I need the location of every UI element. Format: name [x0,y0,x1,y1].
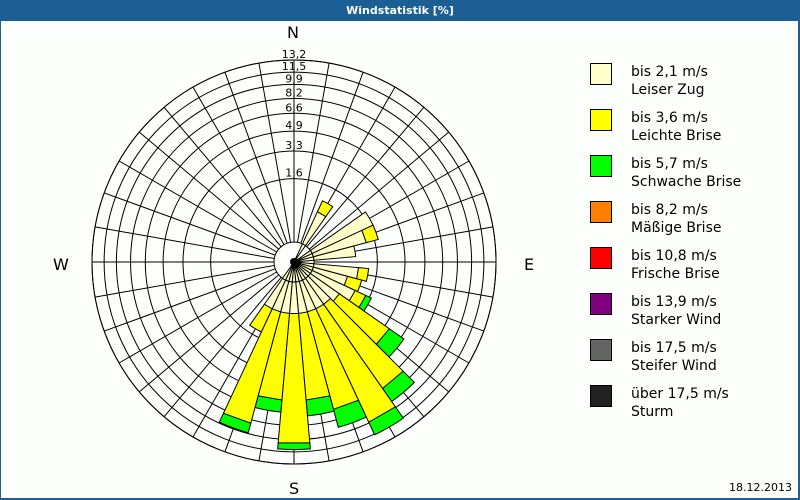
wind-wedge [281,261,295,281]
north-label: N [287,23,299,42]
legend-swatch [590,293,612,315]
legend-range: bis 5,7 m/s [631,156,708,172]
legend-range: über 17,5 m/s [631,386,729,402]
legend-swatch [590,385,612,407]
wind-wedge [293,243,307,263]
wind-wedge [332,399,367,428]
wind-wedge [249,303,273,333]
grid-spoke [258,62,292,243]
grid-spoke [163,276,282,418]
legend-name: Frische Brise [631,266,720,282]
ring-label: 4,9 [285,119,303,132]
window-title: Windstatistik [%] [0,0,800,21]
grid-spoke [118,160,277,253]
legend-range: bis 3,6 m/s [631,110,708,126]
wind-rose-chart: 1,6 3,3 4,9 6,68,2 9,911,513,2 [91,48,497,465]
grid-spoke [138,131,280,250]
legend-name: Sturm [631,404,674,420]
ring-label: 1,6 [285,167,303,180]
wind-wedge [277,442,311,451]
legend-swatch [590,109,612,131]
legend-swatch [590,339,612,361]
chart-panel: 1,6 3,3 4,9 6,6 8,2 9,9 11,5 13,2 N E S W bis 2… [1,21,798,498]
legend-name: Starker Wind [631,312,722,328]
grid-spoke [306,106,425,248]
ring-label: 9,9 [285,72,303,85]
wind-wedge [218,412,252,434]
legend-name: Schwache Brise [631,174,742,190]
ring-label: 11,5 [282,60,307,73]
wind-wedge [368,406,405,436]
legend-range: bis 2,1 m/s [631,64,708,80]
grid-spoke [94,226,275,260]
ring-label: 6,6 [285,101,303,114]
legend-name: Mäßige Brise [631,220,722,236]
legend-swatch [590,247,612,269]
grid-spoke [300,72,364,244]
grid-spoke [118,271,277,364]
south-label: S [289,479,300,498]
legend-name: Leiser Zug [631,82,705,98]
legend-range: bis 10,8 m/s [631,248,717,264]
legend-range: bis 17,5 m/s [631,340,717,356]
legend-range: bis 8,2 m/s [631,202,708,218]
west-label: W [53,255,69,274]
legend-range: bis 13,9 m/s [631,294,717,310]
wind-wedge [361,224,379,244]
grid-spoke [296,62,330,243]
grid-spoke [104,268,276,332]
wind-wedge [293,256,315,263]
grid-spoke [163,106,282,248]
ring-label: 8,2 [285,87,303,100]
ring-label: 3,3 [285,139,303,152]
legend-name: Leichte Brise [631,128,722,144]
grid-spoke [224,72,288,244]
east-label: E [524,255,535,274]
grid-spoke [192,86,285,245]
grid-spoke [104,192,276,256]
grid-spoke [94,264,275,298]
legend-swatch [590,155,612,177]
date-label: 18.12.2013 [729,481,792,494]
legend-swatch [590,63,612,85]
legend-name: Steifer Wind [631,358,717,374]
legend-swatch [590,201,612,223]
grid-spoke [138,274,280,393]
center-dot [290,258,298,266]
ring-label: 13,2 [282,48,307,61]
grid-spoke [308,131,450,250]
wind-wedge [316,200,334,218]
